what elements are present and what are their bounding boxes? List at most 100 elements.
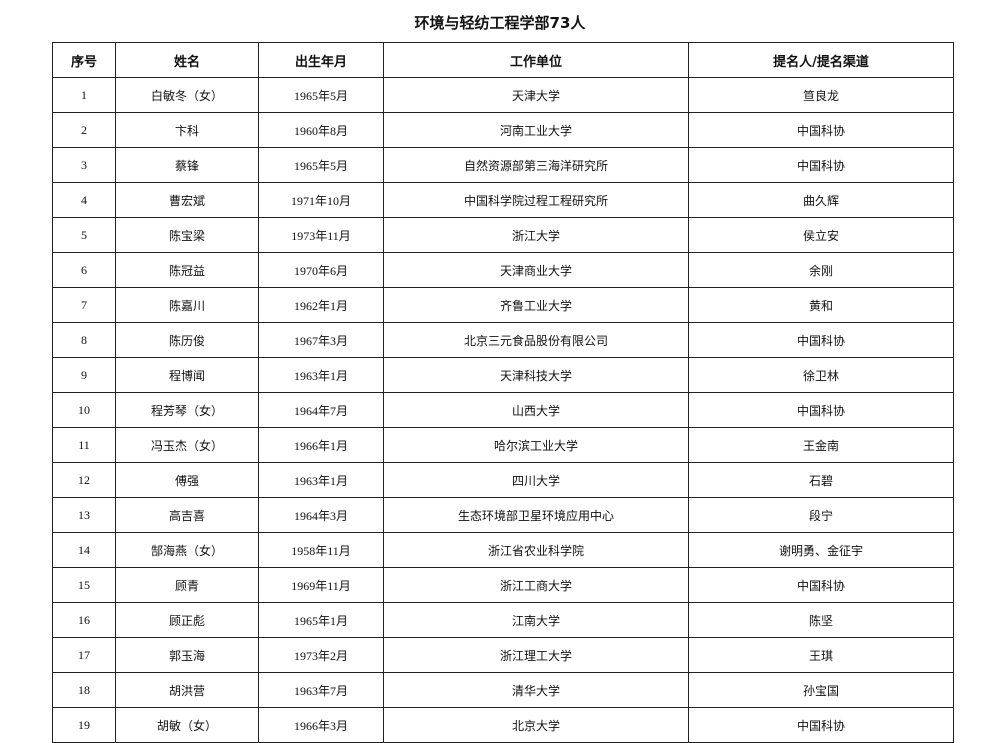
table-row: 5 陈宝梁 1973年11月 浙江大学 侯立安 — [52, 217, 954, 253]
cell-employer: 北京大学 — [383, 707, 689, 743]
cell-name: 曹宏斌 — [115, 182, 259, 218]
cell-name: 高吉喜 — [115, 497, 259, 533]
cell-index: 15 — [52, 567, 116, 603]
header-name: 姓名 — [115, 42, 259, 78]
table-row: 12 傅强 1963年1月 四川大学 石碧 — [52, 462, 954, 498]
cell-name: 胡洪营 — [115, 672, 259, 708]
cell-name: 陈冠益 — [115, 252, 259, 288]
cell-nominator: 中国科协 — [688, 322, 954, 358]
header-nominator: 提名人/提名渠道 — [688, 42, 954, 78]
cell-employer: 江南大学 — [383, 602, 689, 638]
cell-employer: 天津商业大学 — [383, 252, 689, 288]
cell-index: 17 — [52, 637, 116, 673]
table-row: 4 曹宏斌 1971年10月 中国科学院过程工程研究所 曲久辉 — [52, 182, 954, 218]
table-header-row: 序号 姓名 出生年月 工作单位 提名人/提名渠道 — [52, 42, 954, 78]
cell-nominator: 余刚 — [688, 252, 954, 288]
cell-index: 6 — [52, 252, 116, 288]
cell-birth: 1965年1月 — [258, 602, 384, 638]
table-row: 14 郜海燕（女） 1958年11月 浙江省农业科学院 谢明勇、金征宇 — [52, 532, 954, 568]
cell-index: 1 — [52, 77, 116, 113]
header-birth: 出生年月 — [258, 42, 384, 78]
cell-index: 2 — [52, 112, 116, 148]
cell-nominator: 笪良龙 — [688, 77, 954, 113]
cell-name: 顾青 — [115, 567, 259, 603]
table-row: 6 陈冠益 1970年6月 天津商业大学 余刚 — [52, 252, 954, 288]
cell-index: 11 — [52, 427, 116, 463]
cell-name: 蔡锋 — [115, 147, 259, 183]
cell-employer: 天津科技大学 — [383, 357, 689, 393]
cell-index: 16 — [52, 602, 116, 638]
cell-index: 10 — [52, 392, 116, 428]
cell-nominator: 中国科协 — [688, 147, 954, 183]
cell-employer: 自然资源部第三海洋研究所 — [383, 147, 689, 183]
cell-birth: 1963年1月 — [258, 357, 384, 393]
cell-employer: 中国科学院过程工程研究所 — [383, 182, 689, 218]
table-row: 7 陈嘉川 1962年1月 齐鲁工业大学 黄和 — [52, 287, 954, 323]
cell-index: 3 — [52, 147, 116, 183]
cell-birth: 1969年11月 — [258, 567, 384, 603]
table-row: 8 陈历俊 1967年3月 北京三元食品股份有限公司 中国科协 — [52, 322, 954, 358]
cell-employer: 河南工业大学 — [383, 112, 689, 148]
cell-name: 胡敏（女） — [115, 707, 259, 743]
cell-name: 郜海燕（女） — [115, 532, 259, 568]
cell-name: 白敏冬（女） — [115, 77, 259, 113]
table-row: 9 程博闻 1963年1月 天津科技大学 徐卫林 — [52, 357, 954, 393]
cell-name: 陈嘉川 — [115, 287, 259, 323]
cell-birth: 1973年2月 — [258, 637, 384, 673]
cell-birth: 1973年11月 — [258, 217, 384, 253]
table-row: 18 胡洪营 1963年7月 清华大学 孙宝国 — [52, 672, 954, 708]
cell-employer: 北京三元食品股份有限公司 — [383, 322, 689, 358]
table-row: 10 程芳琴（女） 1964年7月 山西大学 中国科协 — [52, 392, 954, 428]
cell-employer: 浙江工商大学 — [383, 567, 689, 603]
cell-index: 18 — [52, 672, 116, 708]
cell-birth: 1966年1月 — [258, 427, 384, 463]
cell-nominator: 王金南 — [688, 427, 954, 463]
cell-birth: 1967年3月 — [258, 322, 384, 358]
cell-index: 14 — [52, 532, 116, 568]
cell-birth: 1960年8月 — [258, 112, 384, 148]
table-row: 11 冯玉杰（女） 1966年1月 哈尔滨工业大学 王金南 — [52, 427, 954, 463]
cell-nominator: 谢明勇、金征宇 — [688, 532, 954, 568]
table-row: 19 胡敏（女） 1966年3月 北京大学 中国科协 — [52, 707, 954, 743]
header-employer: 工作单位 — [383, 42, 689, 78]
cell-nominator: 孙宝国 — [688, 672, 954, 708]
cell-nominator: 中国科协 — [688, 567, 954, 603]
table-row: 13 高吉喜 1964年3月 生态环境部卫星环境应用中心 段宁 — [52, 497, 954, 533]
cell-nominator: 石碧 — [688, 462, 954, 498]
cell-employer: 浙江大学 — [383, 217, 689, 253]
cell-index: 19 — [52, 707, 116, 743]
cell-employer: 清华大学 — [383, 672, 689, 708]
cell-index: 9 — [52, 357, 116, 393]
cell-employer: 哈尔滨工业大学 — [383, 427, 689, 463]
cell-employer: 山西大学 — [383, 392, 689, 428]
table-row: 3 蔡锋 1965年5月 自然资源部第三海洋研究所 中国科协 — [52, 147, 954, 183]
cell-name: 陈历俊 — [115, 322, 259, 358]
cell-nominator: 侯立安 — [688, 217, 954, 253]
cell-birth: 1964年7月 — [258, 392, 384, 428]
table-row: 1 白敏冬（女） 1965年5月 天津大学 笪良龙 — [52, 77, 954, 113]
nominee-table: 序号 姓名 出生年月 工作单位 提名人/提名渠道 1 白敏冬（女） 1965年5月天… — [52, 42, 954, 743]
cell-nominator: 中国科协 — [688, 392, 954, 428]
cell-name: 陈宝梁 — [115, 217, 259, 253]
cell-name: 顾正彪 — [115, 602, 259, 638]
cell-birth: 1962年1月 — [258, 287, 384, 323]
cell-index: 12 — [52, 462, 116, 498]
cell-nominator: 王琪 — [688, 637, 954, 673]
cell-index: 5 — [52, 217, 116, 253]
cell-employer: 生态环境部卫星环境应用中心 — [383, 497, 689, 533]
cell-nominator: 陈坚 — [688, 602, 954, 638]
cell-employer: 浙江理工大学 — [383, 637, 689, 673]
cell-birth: 1966年3月 — [258, 707, 384, 743]
cell-employer: 齐鲁工业大学 — [383, 287, 689, 323]
cell-name: 郭玉海 — [115, 637, 259, 673]
document-title: 环境与轻纺工程学部73人 — [414, 14, 586, 32]
cell-birth: 1965年5月 — [258, 77, 384, 113]
cell-nominator: 曲久辉 — [688, 182, 954, 218]
cell-birth: 1970年6月 — [258, 252, 384, 288]
cell-birth: 1965年5月 — [258, 147, 384, 183]
cell-name: 卞科 — [115, 112, 259, 148]
cell-birth: 1963年7月 — [258, 672, 384, 708]
cell-index: 4 — [52, 182, 116, 218]
cell-name: 程芳琴（女） — [115, 392, 259, 428]
cell-index: 7 — [52, 287, 116, 323]
